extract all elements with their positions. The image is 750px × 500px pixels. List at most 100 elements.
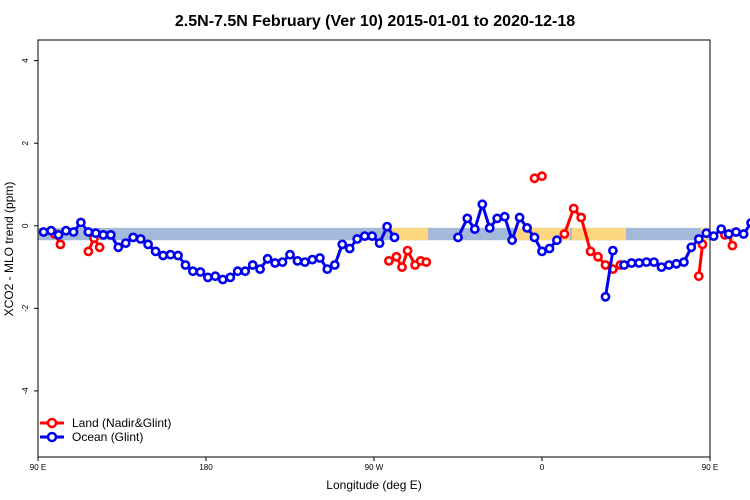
data-point <box>240 266 251 277</box>
data-point <box>593 251 603 262</box>
data-point <box>484 222 495 233</box>
data-point <box>723 229 734 239</box>
y-tick-label: -2 <box>21 304 30 312</box>
data-point <box>383 255 394 266</box>
data-point <box>746 218 750 228</box>
data-point <box>600 260 611 270</box>
data-point <box>731 227 741 237</box>
data-point <box>83 227 94 237</box>
series-layer <box>38 171 750 302</box>
data-point <box>389 232 400 243</box>
data-point <box>344 243 355 254</box>
data-point <box>693 234 704 244</box>
data-point <box>727 240 738 251</box>
data-point <box>391 251 402 262</box>
data-point <box>83 246 94 257</box>
data-point <box>120 238 131 248</box>
data-point <box>247 260 258 270</box>
x-tick-label: 90 E <box>30 463 46 472</box>
data-point <box>374 238 385 248</box>
land-band <box>390 227 429 241</box>
data-point <box>507 235 517 246</box>
data-point <box>225 272 236 283</box>
data-point <box>585 246 596 257</box>
data-point <box>53 229 64 240</box>
data-point <box>693 271 704 282</box>
y-axis-label: XCO2 - MLO trend (ppm) <box>2 182 16 317</box>
legend: Land (Nadir&Glint) Ocean (Glint) <box>40 416 171 444</box>
data-point <box>421 257 432 267</box>
data-point <box>671 258 682 269</box>
data-point <box>402 245 413 256</box>
data-point <box>113 242 124 253</box>
data-point <box>292 255 303 266</box>
data-point <box>499 211 510 222</box>
data-point <box>262 253 273 264</box>
data-point <box>217 274 228 285</box>
data-point <box>94 242 105 253</box>
data-point <box>559 229 570 239</box>
data-point <box>150 246 161 257</box>
y-tick-label: -4 <box>21 387 30 395</box>
data-point <box>210 271 221 282</box>
data-point <box>537 171 547 182</box>
y-tick-label: 4 <box>21 58 30 63</box>
data-point <box>552 235 562 246</box>
data-point <box>91 228 101 239</box>
x-tick-label: 0 <box>540 463 545 472</box>
data-point <box>202 272 213 283</box>
data-point <box>382 221 392 232</box>
data-point <box>322 264 333 274</box>
data-point <box>195 267 206 277</box>
land-band <box>571 227 626 241</box>
data-point <box>55 239 66 250</box>
data-point <box>514 212 525 223</box>
data-point <box>738 229 749 239</box>
data-point <box>397 262 407 272</box>
data-point <box>522 222 532 233</box>
data-point <box>232 266 243 277</box>
x-axis-label: Longitude (deg E) <box>326 478 421 492</box>
data-point <box>492 213 503 224</box>
series-line <box>604 250 615 298</box>
data-point <box>307 254 318 265</box>
x-tick-label: 90 E <box>702 463 718 472</box>
data-point <box>568 203 579 214</box>
data-point <box>255 264 265 274</box>
data-point <box>626 258 637 268</box>
data-point <box>314 253 325 263</box>
data-point <box>453 232 463 243</box>
data-point <box>544 243 555 254</box>
data-point <box>477 199 488 210</box>
data-point <box>173 250 183 261</box>
data-point <box>299 257 310 267</box>
chart-title: 2.5N-7.5N February (Ver 10) 2015-01-01 t… <box>175 13 575 30</box>
data-point <box>329 260 340 270</box>
x-tick-label: 180 <box>199 463 213 472</box>
data-point <box>128 232 139 243</box>
data-point <box>537 246 547 257</box>
data-point <box>135 234 146 244</box>
data-point <box>716 224 727 234</box>
ocean-series <box>38 199 750 302</box>
data-point <box>76 217 86 228</box>
data-point <box>529 173 540 184</box>
data-point <box>180 260 191 270</box>
data-point <box>600 291 611 302</box>
data-point <box>61 225 71 236</box>
legend-ocean-marker <box>46 431 58 443</box>
data-point <box>469 224 480 234</box>
data-point <box>285 249 295 260</box>
data-point <box>38 227 49 237</box>
y-tick-label: 2 <box>21 140 30 145</box>
y-tick-label: 0 <box>21 223 30 228</box>
plot-frame <box>37 39 711 458</box>
legend-land-marker <box>46 417 58 429</box>
series-line <box>697 244 704 277</box>
y-axis: -4 -2 0 2 4 <box>21 58 38 395</box>
data-point <box>641 257 652 267</box>
data-point <box>367 231 377 241</box>
data-point <box>649 257 659 267</box>
data-point <box>143 239 153 250</box>
